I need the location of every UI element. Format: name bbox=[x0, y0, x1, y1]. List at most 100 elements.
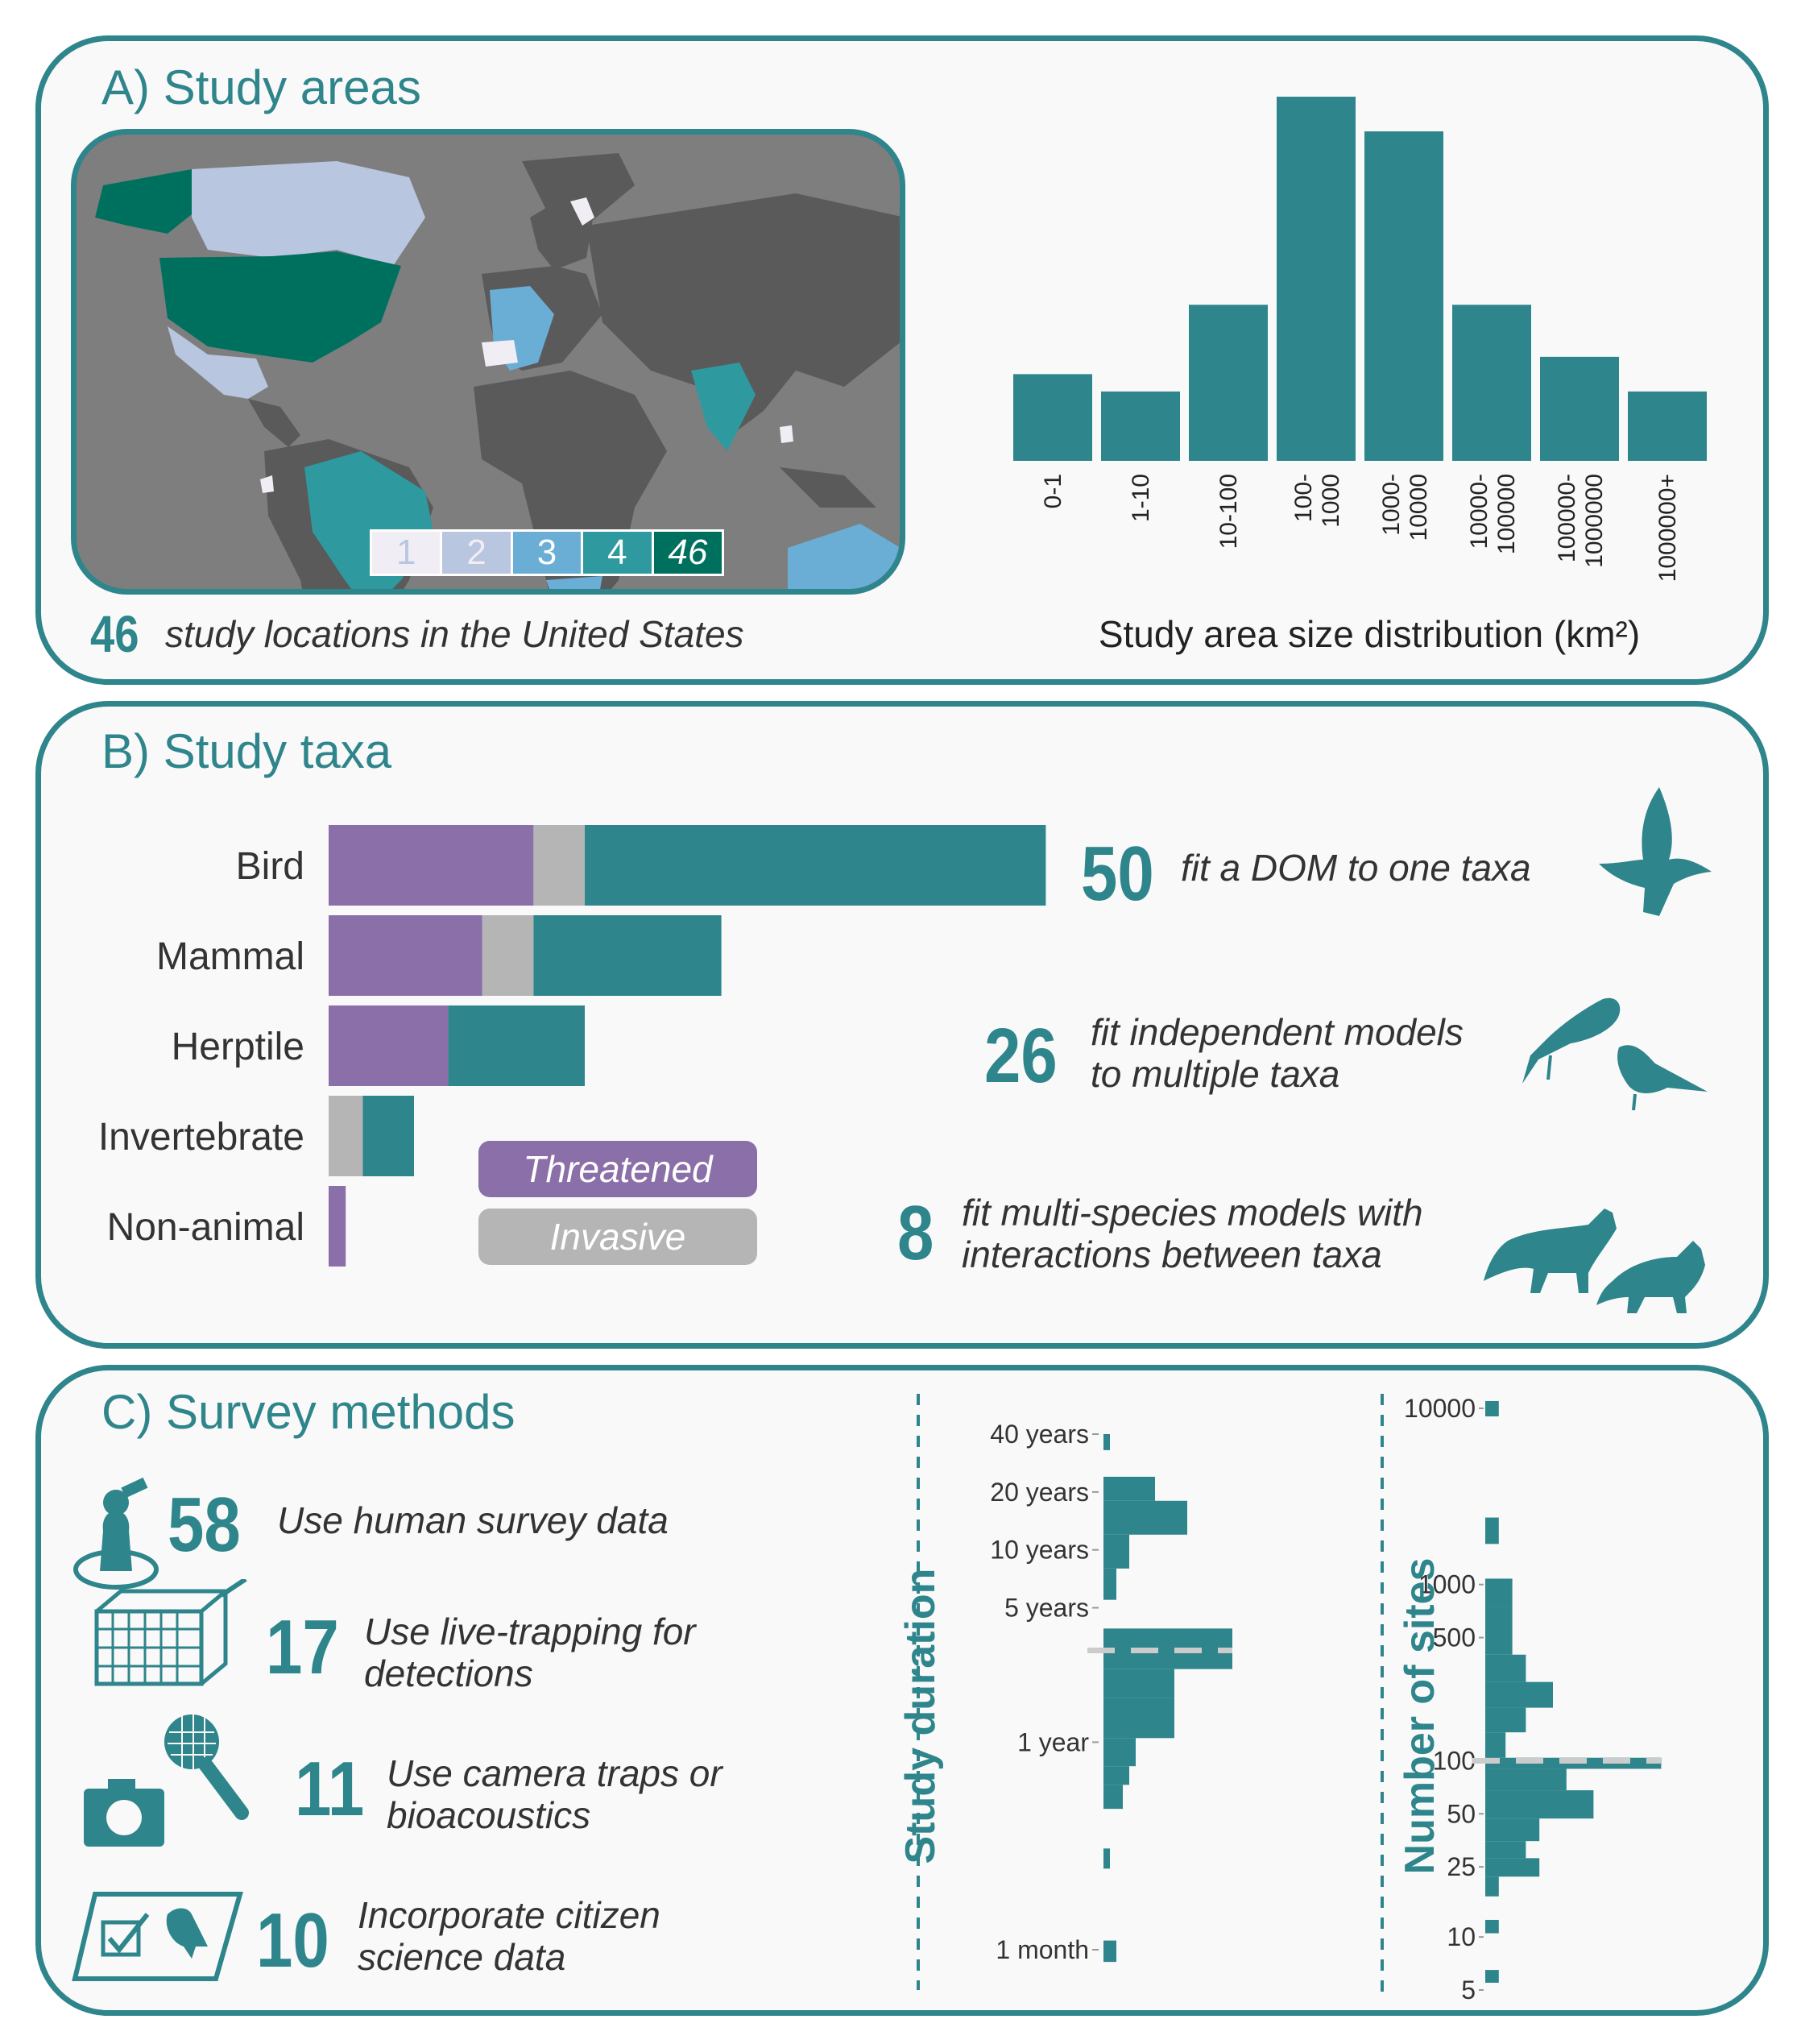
study-duration-histogram: 40 years 20 years 10 years 5 years 1 year 1 m… bbox=[897, 1394, 1232, 1990]
sites-bin-12 bbox=[1485, 1841, 1526, 1859]
mexico-shape bbox=[168, 326, 268, 399]
taxa-bar-bird-seg2 bbox=[585, 825, 1046, 906]
duration-tick-label-2: 10 years bbox=[990, 1536, 1089, 1565]
sites-bin-13 bbox=[1485, 1858, 1540, 1877]
duration-tick-label-4: 1 year bbox=[1017, 1727, 1089, 1756]
south-africa-shape bbox=[546, 576, 602, 589]
panel-study-taxa bbox=[35, 701, 1769, 1349]
method-17-number: 17 bbox=[266, 1604, 339, 1690]
duration-bin-9 bbox=[1103, 1766, 1129, 1785]
duration-bin-4 bbox=[1103, 1568, 1116, 1600]
taxa-label-nonanimal: Non-animal bbox=[107, 1206, 304, 1249]
taxa-stat-50-text: fit a DOM to one taxa bbox=[1181, 847, 1531, 889]
histogram-tick-label-3: 100-1000 bbox=[1290, 474, 1344, 528]
duration-bin-6 bbox=[1103, 1669, 1174, 1698]
legend-label-1: 1 bbox=[395, 533, 416, 572]
sites-bin-15 bbox=[1485, 1919, 1499, 1934]
sites-bin-1 bbox=[1485, 1517, 1499, 1544]
legend-label-3: 3 bbox=[536, 533, 557, 572]
taxa-label-bird: Bird bbox=[236, 845, 304, 888]
sites-tick-label-6: 10 bbox=[1447, 1922, 1476, 1951]
histogram-bar-7 bbox=[1628, 391, 1707, 461]
histogram-bar-4 bbox=[1364, 131, 1443, 462]
camera-microphone-icon bbox=[84, 1714, 249, 1847]
panel-a-title: A) Study areas bbox=[101, 60, 421, 114]
map-legend: 1 2 3 4 46 bbox=[370, 529, 724, 576]
duration-bin-11 bbox=[1103, 1848, 1110, 1869]
legend-label-46: 46 bbox=[668, 533, 708, 572]
bird-flying-icon bbox=[1599, 787, 1712, 916]
method-58-text: Use human survey data bbox=[277, 1499, 669, 1541]
histogram-tick-label-5: 10000-100000 bbox=[1466, 474, 1520, 554]
taxa-label-herptile: Herptile bbox=[172, 1026, 304, 1068]
duration-bin-5 bbox=[1103, 1628, 1232, 1669]
spain-marker bbox=[482, 340, 518, 367]
duration-bin-2 bbox=[1103, 1500, 1187, 1535]
panel-b-title: B) Study taxa bbox=[101, 724, 392, 778]
duration-bin-7 bbox=[1103, 1698, 1174, 1739]
sites-axis-title: Number of sites bbox=[1397, 1558, 1443, 1875]
legend-threatened: Threatened bbox=[478, 1141, 757, 1197]
alaska-shape bbox=[95, 169, 208, 234]
taxa-bar-mammal-seg2 bbox=[533, 915, 722, 996]
legend-swatch-46: 46 bbox=[653, 532, 722, 574]
legend-label-4: 4 bbox=[607, 533, 627, 572]
live-trap-icon bbox=[94, 1579, 247, 1686]
taxa-stat-26-line1: fit independent models bbox=[1091, 1011, 1464, 1053]
sites-bin-9 bbox=[1485, 1768, 1567, 1791]
sites-bin-11 bbox=[1485, 1818, 1540, 1842]
legend-threatened-label: Threatened bbox=[523, 1148, 713, 1190]
world-map-shapes bbox=[95, 153, 900, 589]
sites-tick-label-5: 25 bbox=[1447, 1852, 1476, 1881]
australia-shape bbox=[788, 524, 900, 589]
panel-c-title: C) Survey methods bbox=[101, 1385, 515, 1439]
taxa-stat-26-number: 26 bbox=[984, 1013, 1058, 1099]
taxa-bar-herptile-seg2 bbox=[448, 1005, 585, 1086]
study-area-histogram: 0-1 1-10 10-100 100-1000 1000-10000 10000-100… bbox=[1013, 97, 1707, 582]
histogram-tick-label-6: 100000-1000000 bbox=[1554, 474, 1608, 568]
number-of-sites-histogram: 10000 1000 500 100 50 25 10 5 Number of sites bbox=[1381, 1394, 1662, 2005]
sites-tick-label-2: 500 bbox=[1433, 1623, 1476, 1652]
panel-a-stat-number: 46 bbox=[90, 605, 139, 663]
taxa-stat-8-number: 8 bbox=[897, 1190, 934, 1276]
duration-tick-label-0: 40 years bbox=[990, 1420, 1089, 1449]
checklist-bird-icon bbox=[72, 1892, 243, 1981]
duration-axis-title: Study duration bbox=[897, 1569, 944, 1864]
taxa-bar-herptile-seg0 bbox=[329, 1005, 449, 1086]
legend-swatch-3: 3 bbox=[512, 532, 584, 574]
method-17-line1: Use live-trapping for bbox=[364, 1611, 696, 1652]
asia-shape bbox=[586, 193, 900, 435]
legend-invasive: Invasive bbox=[478, 1209, 757, 1265]
histogram-tick-label-7: 1000000+ bbox=[1654, 474, 1681, 582]
taxa-stat-26-line2: to multiple taxa bbox=[1091, 1053, 1340, 1095]
duration-tick-label-1: 20 years bbox=[990, 1478, 1089, 1507]
method-10-line1: Incorporate citizen bbox=[358, 1894, 660, 1936]
sites-bin-14 bbox=[1485, 1876, 1499, 1897]
taxa-label-mammal: Mammal bbox=[156, 935, 304, 978]
method-11-line1: Use camera traps or bbox=[387, 1752, 722, 1794]
panel-survey-methods bbox=[35, 1365, 1769, 2016]
histogram-bar-2 bbox=[1189, 305, 1268, 461]
person-binoculars-icon bbox=[73, 1477, 159, 1590]
two-birds-icon bbox=[1522, 997, 1708, 1111]
duration-bin-12 bbox=[1103, 1940, 1116, 1963]
taxa-bar-invertebrate-seg1 bbox=[329, 1096, 363, 1176]
duration-bin-10 bbox=[1103, 1785, 1123, 1810]
taxa-bar-nonanimal-seg0 bbox=[329, 1186, 346, 1267]
duration-tick-label-5: 1 month bbox=[996, 1935, 1089, 1964]
histogram-bar-6 bbox=[1540, 356, 1619, 461]
histogram-bar-0 bbox=[1013, 374, 1092, 461]
sites-tick-label-3: 100 bbox=[1433, 1746, 1476, 1775]
taxa-stat-8-line2: interactions between taxa bbox=[962, 1233, 1382, 1275]
taxa-bar-bird-seg1 bbox=[533, 825, 585, 906]
thailand-marker bbox=[780, 425, 793, 443]
sites-tick-label-4: 50 bbox=[1447, 1799, 1476, 1828]
method-17-line2: detections bbox=[364, 1652, 533, 1694]
method-10-line2: science data bbox=[358, 1936, 566, 1978]
sites-bin-5 bbox=[1485, 1681, 1553, 1708]
histogram-bar-5 bbox=[1452, 305, 1531, 461]
usa-shape bbox=[159, 251, 401, 363]
sites-bin-3 bbox=[1485, 1607, 1513, 1655]
sites-bin-4 bbox=[1485, 1654, 1526, 1682]
panel-a-stat-text: study locations in the United States bbox=[165, 613, 744, 655]
